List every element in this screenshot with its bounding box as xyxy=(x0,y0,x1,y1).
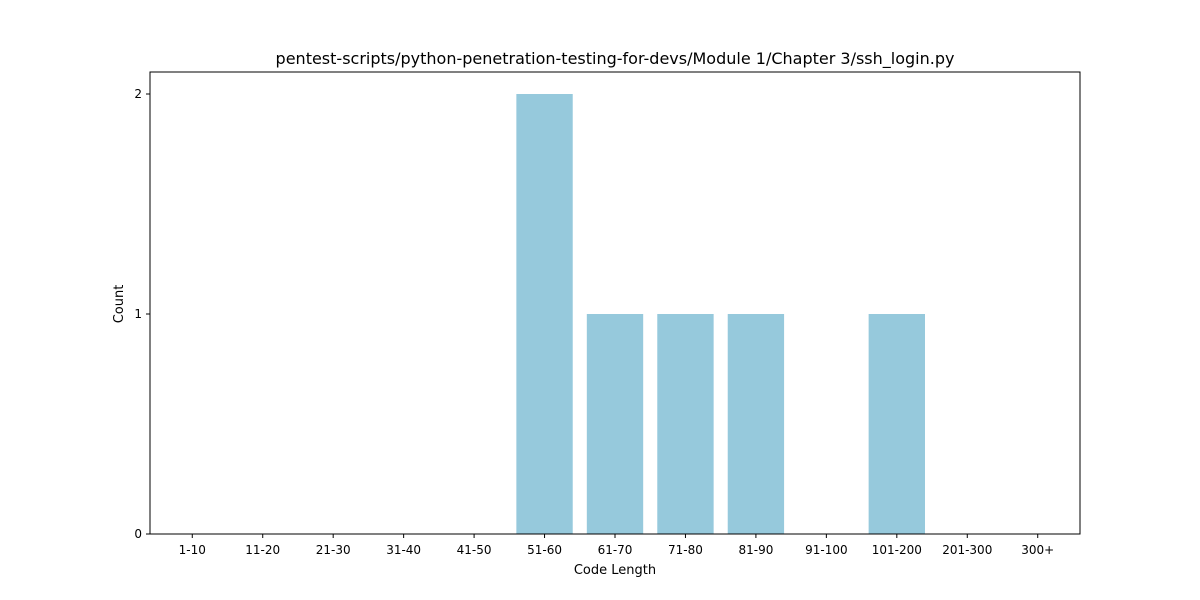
bar-71-80 xyxy=(657,314,714,534)
bar-101-200 xyxy=(868,314,925,534)
bars-group xyxy=(516,94,925,534)
y-axis-label: Count xyxy=(112,285,127,324)
x-tick-label: 51-60 xyxy=(527,543,562,557)
x-tick-label: 91-100 xyxy=(805,543,848,557)
x-tick-label: 101-200 xyxy=(872,543,922,557)
y-axis: 0 1 2 xyxy=(134,87,150,541)
y-tick-label: 1 xyxy=(134,307,142,321)
x-tick-label: 71-80 xyxy=(668,543,703,557)
x-tick-label: 31-40 xyxy=(386,543,421,557)
x-tick-label: 81-90 xyxy=(738,543,773,557)
x-tick-label: 300+ xyxy=(1021,543,1054,557)
chart-title: pentest-scripts/python-penetration-testi… xyxy=(276,49,955,69)
x-axis-label: Code Length xyxy=(574,563,656,578)
x-tick-label: 61-70 xyxy=(598,543,633,557)
x-tick-label: 41-50 xyxy=(457,543,492,557)
x-tick-label: 201-300 xyxy=(942,543,992,557)
x-tick-label: 21-30 xyxy=(316,543,351,557)
bar-61-70 xyxy=(586,314,644,534)
x-tick-label: 11-20 xyxy=(245,543,280,557)
y-tick-label: 0 xyxy=(134,527,142,541)
x-axis: 1-10 11-20 21-30 31-40 41-50 51-60 61-70 71-80 8… xyxy=(179,534,1054,557)
x-tick-label: 1-10 xyxy=(179,543,206,557)
y-tick-label: 2 xyxy=(134,87,142,101)
bar-81-90 xyxy=(727,314,785,534)
bar-51-60 xyxy=(516,94,573,534)
